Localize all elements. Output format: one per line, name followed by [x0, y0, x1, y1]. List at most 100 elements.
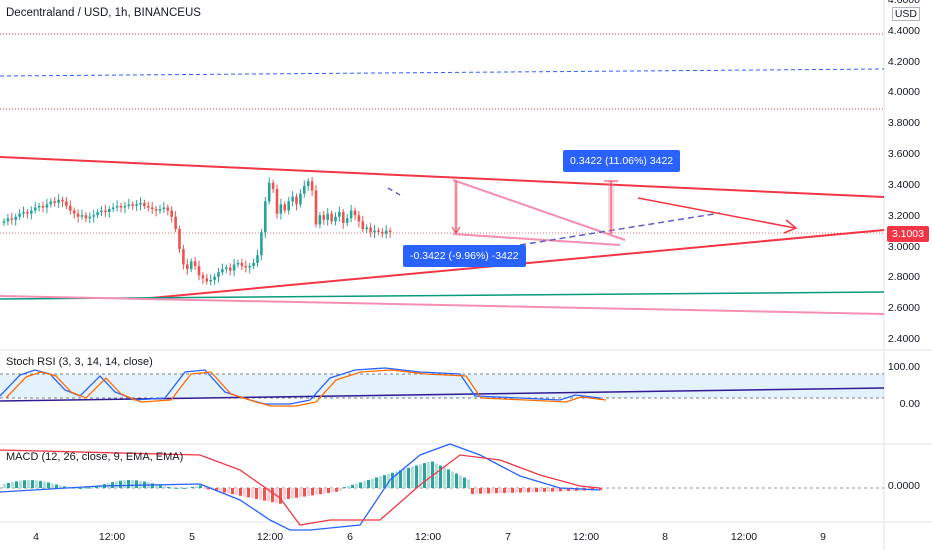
macd-bar: [539, 488, 542, 492]
candle-body: [6, 218, 10, 222]
macd-bar: [163, 486, 166, 488]
macd-bar: [379, 476, 382, 488]
macd-bar: [463, 477, 466, 488]
candle-body: [279, 204, 283, 214]
macd-bar: [395, 471, 398, 488]
macd-bar: [283, 488, 286, 500]
macd-bar: [247, 488, 250, 498]
candle-body: [209, 279, 212, 282]
candle-body: [189, 261, 193, 270]
macd-bar: [243, 488, 246, 497]
macd-bar: [207, 488, 210, 490]
candle-body: [162, 207, 166, 210]
candle-body: [283, 204, 287, 211]
candle-body: [256, 255, 259, 263]
candle-body: [299, 193, 302, 205]
macd-bar: [115, 481, 118, 488]
macd-bar: [127, 480, 130, 488]
macd-bar: [483, 488, 486, 494]
macd-bar: [35, 480, 38, 488]
candle-body: [166, 207, 170, 211]
macd-bar: [131, 480, 134, 488]
macd-bar: [471, 488, 474, 494]
macd-bar: [27, 480, 30, 488]
macd-bar: [279, 488, 282, 504]
macd-bar: [139, 480, 142, 488]
candle-body: [330, 213, 333, 222]
macd-bar: [307, 488, 310, 496]
macd-bar: [331, 488, 334, 493]
macd-bar: [559, 488, 562, 492]
candle-body: [310, 181, 314, 191]
currency-label[interactable]: USD: [891, 7, 920, 21]
macd-title: MACD (12, 26, close, 9, EMA, EMA): [6, 451, 184, 463]
price-tick: 3.2000: [887, 209, 920, 222]
macd-bar: [91, 486, 94, 488]
macd-bar: [175, 487, 178, 489]
macd-bar: [567, 488, 570, 492]
price-tick: 2.6000: [887, 302, 920, 315]
macd-bar: [295, 488, 298, 498]
candle-body: [260, 232, 263, 256]
macd-bar: [423, 463, 426, 488]
candle-body: [69, 205, 72, 211]
macd-bar: [319, 488, 322, 495]
macd-bar: [51, 483, 54, 488]
macd-bar: [451, 471, 454, 488]
candle-body: [345, 218, 349, 223]
macd-bar: [63, 486, 66, 488]
candle-body: [291, 196, 294, 202]
macd-bar: [339, 488, 342, 492]
price-tick: 2.4000: [887, 333, 920, 345]
macd-bar: [391, 472, 394, 488]
candle-body: [115, 205, 119, 208]
upper-trendline: [0, 156, 885, 198]
macd-bar: [231, 488, 234, 495]
candle-body: [264, 201, 267, 233]
time-tick: 12:00: [98, 531, 126, 543]
macd-bar: [335, 488, 338, 492]
macd-bar: [359, 482, 362, 488]
dashed-projection: [519, 212, 721, 246]
macd-bar: [119, 480, 122, 488]
time-tick: 12:00: [414, 531, 442, 543]
candle-body: [342, 212, 345, 223]
projection-arrow: [637, 197, 796, 229]
macd-bar: [15, 481, 18, 488]
candle-body: [232, 264, 236, 271]
candle-body: [373, 230, 376, 233]
macd-bar: [555, 488, 558, 492]
macd-bar: [491, 488, 494, 494]
price-tick: 3.6000: [887, 148, 920, 161]
candle-body: [150, 207, 154, 210]
candle-body: [22, 212, 25, 214]
macd-bar: [239, 488, 242, 496]
candle-body: [318, 215, 322, 225]
candle-body: [287, 201, 290, 211]
candle-body: [377, 230, 380, 233]
macd-bar: [447, 469, 450, 488]
macd-bar: [531, 488, 534, 493]
macd-bar: [411, 466, 414, 488]
candle-body: [119, 205, 123, 208]
candle-body: [41, 205, 45, 208]
projection-arrowhead: [783, 219, 798, 234]
macd-bar: [171, 487, 174, 489]
macd-bar: [75, 487, 78, 489]
candle-body: [213, 276, 216, 280]
time-tick: 9: [820, 531, 826, 543]
candle-body: [338, 212, 341, 217]
macd-bar: [459, 475, 462, 488]
time-tick: 12:00: [256, 531, 284, 543]
macd-bar: [367, 479, 370, 488]
time-tick: 6: [347, 531, 353, 543]
candle-body: [123, 205, 127, 208]
candle-body: [127, 204, 131, 206]
macd-bar: [11, 482, 14, 488]
macd-bar: [475, 488, 478, 494]
dashed-path-1: [387, 187, 401, 196]
macd-bar: [167, 486, 170, 488]
candle-body: [84, 215, 88, 219]
macd-bar: [415, 465, 418, 488]
